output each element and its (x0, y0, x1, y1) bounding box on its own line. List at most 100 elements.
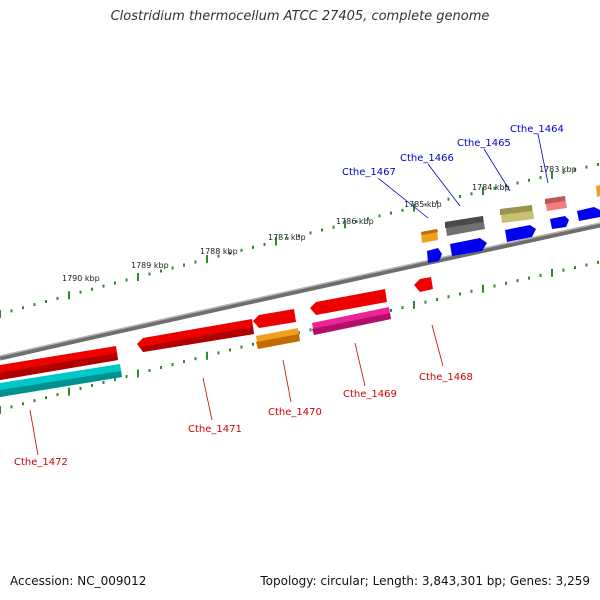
gene-label-cthe-1470[interactable]: Cthe_1470 (268, 407, 322, 418)
outer-row-tick (447, 197, 450, 201)
callout-line-cthe-1464 (537, 133, 549, 184)
outer-row-tick (309, 231, 312, 235)
forward-gene-labels: Cthe_1467 Cthe_1466 Cthe_1465 Cthe_1464 (342, 124, 564, 219)
gene-cthe-1470-red[interactable] (253, 309, 296, 328)
outer-row-tick (56, 296, 59, 300)
outer-row-tick (505, 184, 507, 188)
outer-row-tick (148, 272, 151, 276)
genome-backbone-highlight (0, 222, 600, 357)
outer-row-tick (45, 300, 47, 303)
callout-line-cthe-1469 (354, 342, 366, 387)
callout-line-cthe-1465 (483, 148, 511, 192)
inner-row-tick (229, 348, 231, 352)
outer-row-tick (114, 281, 116, 285)
kbp-label-1790: 1790 kbp (62, 274, 100, 283)
outer-row-tick (10, 309, 13, 313)
inner-row-tick (482, 284, 484, 293)
inner-row-tick (79, 387, 82, 390)
inner-row-tick (137, 369, 139, 378)
inner-row-tick (390, 308, 392, 312)
outer-row-tick (183, 263, 185, 267)
gene-label-cthe-1471[interactable]: Cthe_1471 (188, 424, 242, 435)
inner-row-tick (413, 300, 415, 309)
outer-row-tick (367, 217, 369, 221)
gene-forward-blue-5[interactable] (577, 207, 600, 221)
gene-cthe-1465-shade (500, 205, 532, 215)
inner-row-tick (516, 279, 519, 283)
inner-row-tick (91, 384, 93, 387)
outer-row-tick (355, 220, 358, 223)
inner-row-tick (574, 266, 576, 270)
kbp-label-1786: 1786 kbp (336, 217, 374, 226)
outer-row-tick (160, 269, 162, 273)
callout-line-cthe-1467 (377, 177, 429, 219)
outer-row-tick (275, 237, 277, 246)
gene-label-cthe-1466[interactable]: Cthe_1466 (400, 153, 454, 164)
outer-row-tick (194, 260, 197, 264)
gene-label-cthe-1468[interactable]: Cthe_1468 (419, 372, 473, 383)
inner-row-tick (56, 393, 59, 397)
outer-row-tick (528, 178, 530, 182)
genome-backbone (0, 222, 600, 361)
outer-row-tick (263, 242, 266, 246)
outer-row-tick (436, 200, 438, 204)
gene-cthe-1469-red[interactable] (310, 289, 387, 315)
gene-forward-orange-edge[interactable] (596, 185, 600, 197)
outer-row-tick (551, 171, 553, 179)
gene-cthe-1470-shade (256, 334, 300, 349)
inner-row-tick (309, 328, 312, 332)
gene-label-cthe-1472[interactable]: Cthe_1472 (14, 457, 68, 468)
gene-forward-blue-4[interactable] (550, 216, 569, 229)
inner-row-tick (160, 366, 162, 369)
inner-row-tick (493, 284, 496, 288)
outer-row-tick (574, 168, 576, 172)
callout-line-cthe-1466 (427, 163, 461, 207)
outer-row-tick (516, 181, 519, 185)
kbp-label-1784: 1784 kbp (472, 183, 510, 192)
topology-info: Topology: circular; Length: 3,843,301 bp… (260, 574, 590, 588)
outer-row-tick (562, 170, 565, 174)
kbp-label-1787: 1787 kbp (268, 233, 306, 242)
gene-forward-blue-1[interactable] (427, 248, 442, 263)
outer-row-tick (217, 254, 220, 258)
outer-row-tick (298, 234, 300, 238)
inner-row-tick (194, 357, 197, 361)
gene-cthe-1467-shade (421, 229, 438, 235)
outer-row-tick (33, 303, 36, 307)
gene-label-cthe-1464[interactable]: Cthe_1464 (510, 124, 564, 135)
inner-row-tick (206, 351, 208, 360)
callout-line-cthe-1468 (431, 324, 444, 367)
reverse-gene-labels: Cthe_1472 Cthe_1471 Cthe_1470 Cthe_1469 … (14, 324, 473, 468)
outer-row-tick (585, 165, 588, 169)
gene-cthe-1472-cyan-shade (0, 371, 122, 397)
callout-line-cthe-1472 (29, 409, 39, 456)
gene-forward-blue-2[interactable] (450, 238, 487, 256)
gene-label-cthe-1469[interactable]: Cthe_1469 (343, 389, 397, 400)
kbp-label-1783: 1783 kbp (539, 165, 577, 174)
inner-row-tick (148, 369, 151, 372)
outer-row-tick (79, 290, 82, 294)
gene-forward-blue-3[interactable] (505, 225, 536, 242)
gene-cthe-1468[interactable] (414, 277, 433, 292)
outer-row-tick (286, 237, 289, 241)
outer-row-tick (459, 195, 461, 198)
gene-label-cthe-1465[interactable]: Cthe_1465 (457, 138, 511, 149)
outer-row-tick (171, 266, 174, 270)
inner-row-tick (0, 406, 1, 414)
outer-tick-row (0, 163, 599, 318)
inner-row-tick (436, 297, 438, 301)
inner-row-tick (424, 300, 427, 304)
outer-row-tick (413, 203, 415, 212)
map-title: Clostridium thermocellum ATCC 27405, com… (110, 9, 490, 24)
outer-row-tick (539, 176, 542, 180)
inner-row-tick (68, 387, 70, 396)
inner-row-tick (528, 276, 530, 280)
inner-row-tick (240, 345, 243, 349)
inner-row-tick (125, 375, 128, 378)
outer-row-tick (91, 287, 93, 291)
outer-row-tick (378, 214, 381, 218)
gene-label-cthe-1467[interactable]: Cthe_1467 (342, 167, 396, 178)
outer-row-tick (68, 291, 70, 300)
accession-text: Accession: NC_009012 (10, 574, 147, 588)
